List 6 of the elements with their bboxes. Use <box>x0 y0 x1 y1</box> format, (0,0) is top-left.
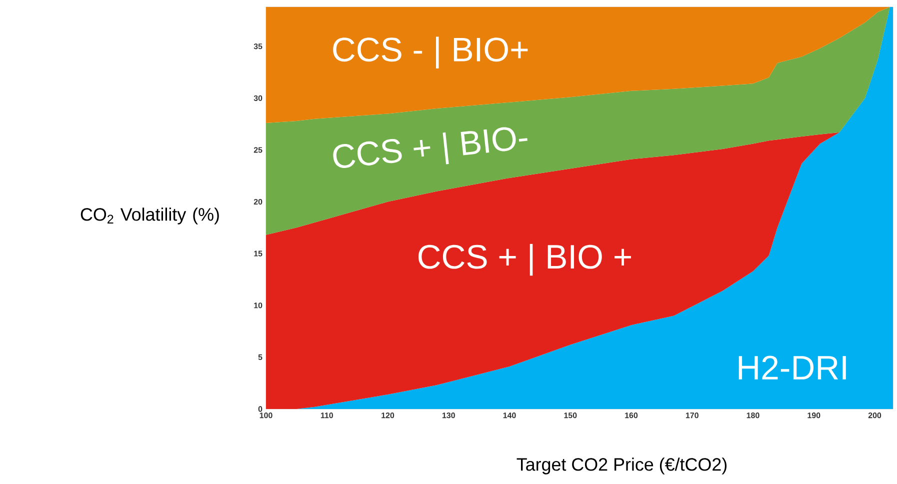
y-axis-title: CO$_{2}$ Volatility (%) <box>80 208 219 224</box>
series-label: CCS - | BIO+ <box>333 36 528 68</box>
series-label: CCS + | BIO- <box>333 127 528 168</box>
series-label: CCS + | BIO + <box>418 244 631 276</box>
series-label: H2-DRI <box>738 356 846 380</box>
x-axis-title: Target CO2 Price (€/tCO2) <box>516 458 727 474</box>
